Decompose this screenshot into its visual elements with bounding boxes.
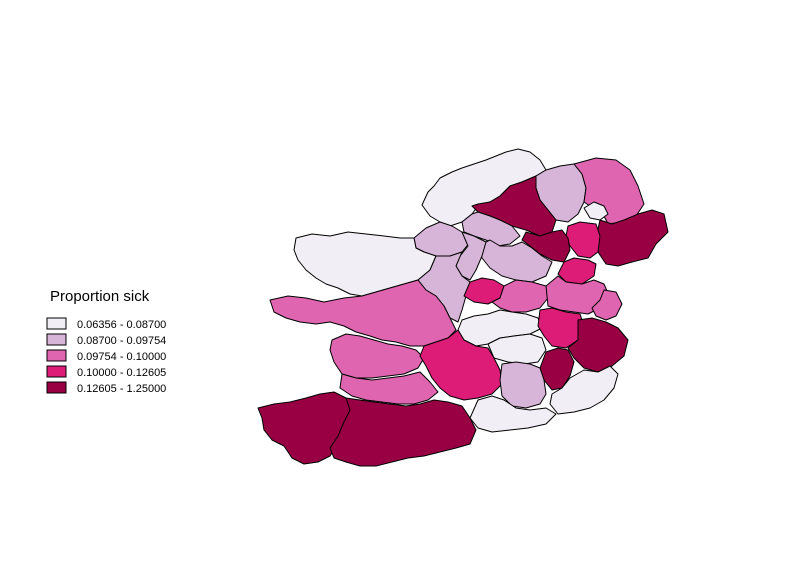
legend-label: 0.10000 - 0.12605 bbox=[77, 367, 166, 379]
legend-item: 0.09754 - 0.10000 bbox=[46, 349, 166, 363]
legend-label: 0.08700 - 0.09754 bbox=[77, 335, 166, 347]
region-westmeath bbox=[491, 279, 549, 313]
legend-swatch bbox=[46, 349, 67, 362]
legend-swatch bbox=[46, 365, 67, 378]
region-wexford bbox=[549, 365, 619, 415]
legend-item: 0.12605 - 1.25000 bbox=[46, 381, 166, 395]
legend-label: 0.06356 - 0.08700 bbox=[77, 319, 166, 331]
region-cavan bbox=[477, 239, 553, 283]
region-dublin bbox=[591, 289, 623, 321]
legend-label: 0.12605 - 1.25000 bbox=[77, 383, 166, 395]
region-waterford bbox=[469, 395, 557, 433]
region-clare bbox=[329, 333, 425, 379]
region-louth bbox=[557, 257, 597, 285]
region-leitrim bbox=[455, 231, 487, 281]
region-monaghan bbox=[521, 229, 571, 263]
legend-swatch bbox=[46, 333, 67, 346]
region-laois bbox=[487, 333, 547, 365]
legend-item: 0.10000 - 0.12605 bbox=[46, 365, 166, 379]
map-regions bbox=[257, 148, 669, 467]
legend-title: Proportion sick bbox=[50, 288, 150, 305]
legend-swatch bbox=[46, 317, 67, 330]
legend-item: 0.06356 - 0.08700 bbox=[46, 317, 166, 331]
region-limerick bbox=[339, 371, 439, 405]
region-wicklow bbox=[567, 317, 629, 373]
region-cork bbox=[329, 397, 477, 467]
region-belfast bbox=[583, 201, 609, 221]
region-down bbox=[595, 209, 669, 267]
region-galway bbox=[269, 279, 457, 347]
legend-label: 0.09754 - 0.10000 bbox=[77, 351, 166, 363]
region-armagh bbox=[565, 221, 601, 259]
legend: Proportion sick 0.06356 - 0.08700 0.0870… bbox=[46, 288, 166, 395]
region-kilkenny bbox=[499, 361, 547, 409]
legend-item: 0.08700 - 0.09754 bbox=[46, 333, 166, 347]
legend-swatch bbox=[46, 381, 67, 394]
